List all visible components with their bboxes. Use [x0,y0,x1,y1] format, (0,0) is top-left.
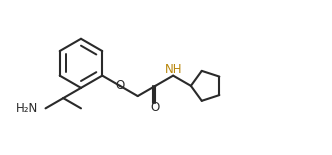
Text: NH: NH [164,63,182,76]
Text: H₂N: H₂N [16,102,39,115]
Text: O: O [151,101,160,113]
Text: O: O [115,79,124,92]
